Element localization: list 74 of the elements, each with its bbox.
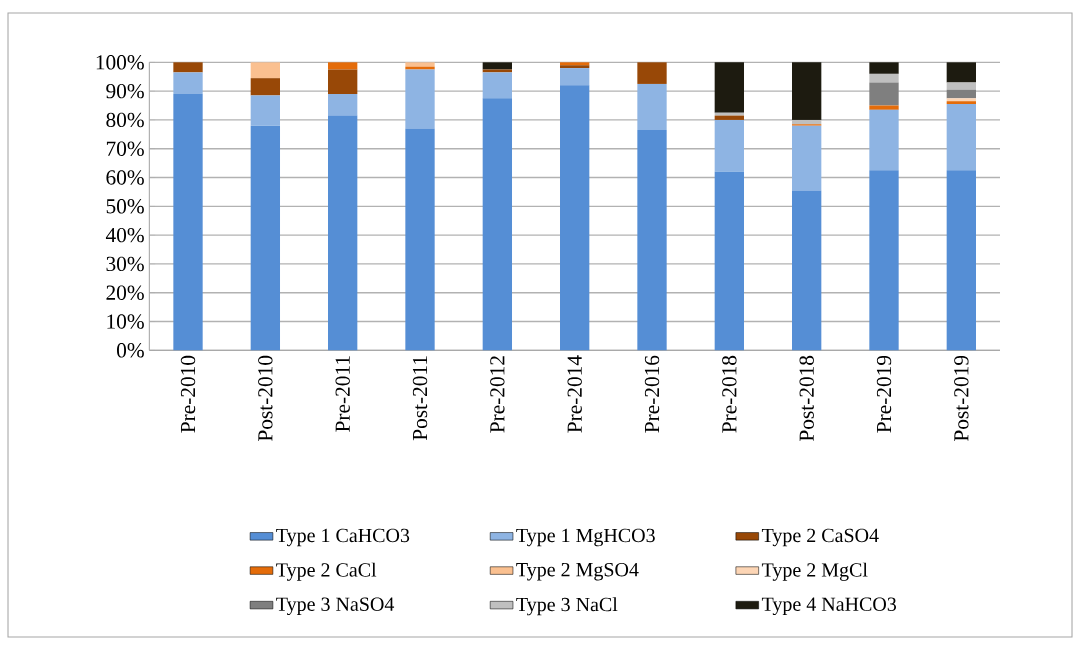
bar (637, 83, 667, 130)
x-tick-label: Pre-2019 (876, 355, 892, 433)
bar (792, 190, 822, 351)
x-tick-label: Post-2019 (954, 355, 969, 441)
x-tick-label: Post-2011 (412, 356, 428, 441)
bar (250, 125, 281, 351)
bar (869, 105, 899, 110)
legend-label: Type 3 NaSO4 (276, 597, 395, 616)
bar (328, 94, 358, 116)
legend-label: Type 2 MgCl (761, 562, 868, 581)
bar (250, 62, 281, 79)
x-tick-label: Pre-2010 (180, 355, 196, 433)
bar (869, 73, 899, 83)
bar (714, 119, 745, 172)
x-tick-label: Pre-2014 (567, 355, 582, 433)
bar (328, 115, 358, 351)
bar (792, 62, 822, 120)
legend-label: Type 3 NaCl (516, 597, 618, 616)
y-tick-label: 0% (117, 343, 144, 358)
x-tick-label: Post-2018 (799, 355, 814, 441)
bar (637, 62, 667, 84)
y-tick-label: 70% (106, 141, 144, 156)
y-tick-label: 90% (106, 83, 144, 99)
bar (405, 66, 435, 70)
legend-label: Type 2 CaSO4 (761, 528, 879, 547)
bar (405, 69, 435, 129)
bar (714, 112, 745, 116)
y-tick-label: 10% (107, 314, 144, 329)
x-tick-label: Post-2010 (258, 355, 273, 441)
legend-label: Type 4 NaHCO3 (761, 597, 897, 616)
bar (482, 62, 513, 70)
y-tick-label: 20% (106, 285, 144, 300)
bar (946, 82, 976, 90)
bar (869, 62, 899, 74)
y-tick-label: 30% (106, 256, 144, 272)
y-tick-label: 40% (105, 227, 144, 243)
bar (482, 72, 513, 99)
bar (405, 62, 435, 67)
bar (482, 98, 513, 351)
bar (637, 130, 667, 351)
bar (714, 171, 745, 351)
x-tick-label: Pre-2012 (490, 356, 505, 433)
bar (328, 62, 358, 70)
bar (869, 109, 899, 171)
y-tick-label: 80% (106, 112, 144, 128)
bar (173, 72, 203, 95)
bar (946, 104, 976, 171)
bar (405, 128, 435, 351)
y-tick-label: 100% (96, 55, 144, 70)
bar (714, 62, 745, 113)
bar (869, 82, 899, 106)
bar (173, 62, 203, 73)
bar (250, 78, 281, 96)
legend-label: Type 1 CaHCO3 (276, 528, 410, 547)
bar (173, 94, 203, 351)
bar (869, 170, 899, 351)
x-tick-label: Pre-2016 (644, 355, 660, 433)
bar (560, 85, 590, 351)
legend-label: Type 2 MgSO4 (516, 562, 639, 581)
y-tick-label: 60% (106, 170, 144, 185)
bar (792, 119, 822, 125)
bar (946, 89, 976, 99)
bar (714, 115, 745, 120)
bar (792, 125, 822, 191)
bar (946, 62, 976, 83)
bar (250, 95, 281, 126)
bar (560, 68, 590, 86)
legend-label: Type 2 CaCl (276, 562, 377, 581)
x-tick-label: Pre-2011 (335, 356, 350, 432)
x-tick-label: Pre-2018 (722, 355, 737, 433)
bar (328, 69, 358, 95)
legend-label: Type 1 MgHCO3 (516, 528, 655, 547)
y-tick-label: 50% (106, 199, 144, 214)
bar (946, 170, 976, 351)
